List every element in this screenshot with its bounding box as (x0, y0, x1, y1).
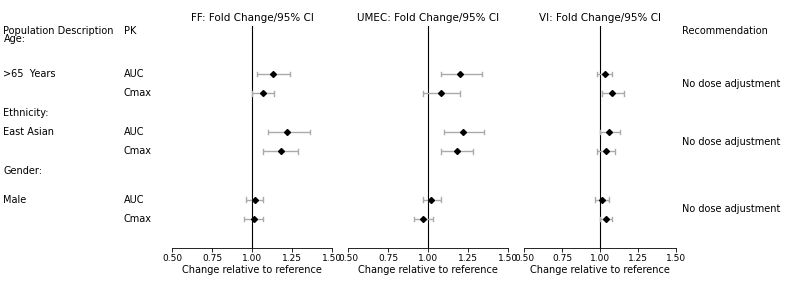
Text: Recommendation: Recommendation (682, 26, 768, 36)
Title: UMEC: Fold Change/95% CI: UMEC: Fold Change/95% CI (357, 13, 499, 23)
X-axis label: Change relative to reference: Change relative to reference (182, 265, 322, 275)
Text: No dose adjustment: No dose adjustment (682, 79, 781, 89)
Text: AUC: AUC (124, 127, 144, 137)
Text: No dose adjustment: No dose adjustment (682, 137, 781, 147)
Text: AUC: AUC (124, 195, 144, 205)
Title: VI: Fold Change/95% CI: VI: Fold Change/95% CI (539, 13, 661, 23)
X-axis label: Change relative to reference: Change relative to reference (358, 265, 498, 275)
Text: Gender:: Gender: (3, 166, 42, 176)
Text: Cmax: Cmax (124, 88, 152, 98)
Text: Age:: Age: (3, 34, 26, 44)
Text: Cmax: Cmax (124, 214, 152, 224)
Text: Cmax: Cmax (124, 146, 152, 156)
Text: PK: PK (124, 26, 136, 36)
Title: FF: Fold Change/95% CI: FF: Fold Change/95% CI (190, 13, 314, 23)
X-axis label: Change relative to reference: Change relative to reference (530, 265, 670, 275)
Text: No dose adjustment: No dose adjustment (682, 204, 781, 214)
Text: East Asian: East Asian (3, 127, 54, 137)
Text: Ethnicity:: Ethnicity: (3, 108, 49, 118)
Text: Male: Male (3, 195, 26, 205)
Text: >65  Years: >65 Years (3, 69, 56, 79)
Text: AUC: AUC (124, 69, 144, 79)
Text: Population Description: Population Description (3, 26, 114, 36)
